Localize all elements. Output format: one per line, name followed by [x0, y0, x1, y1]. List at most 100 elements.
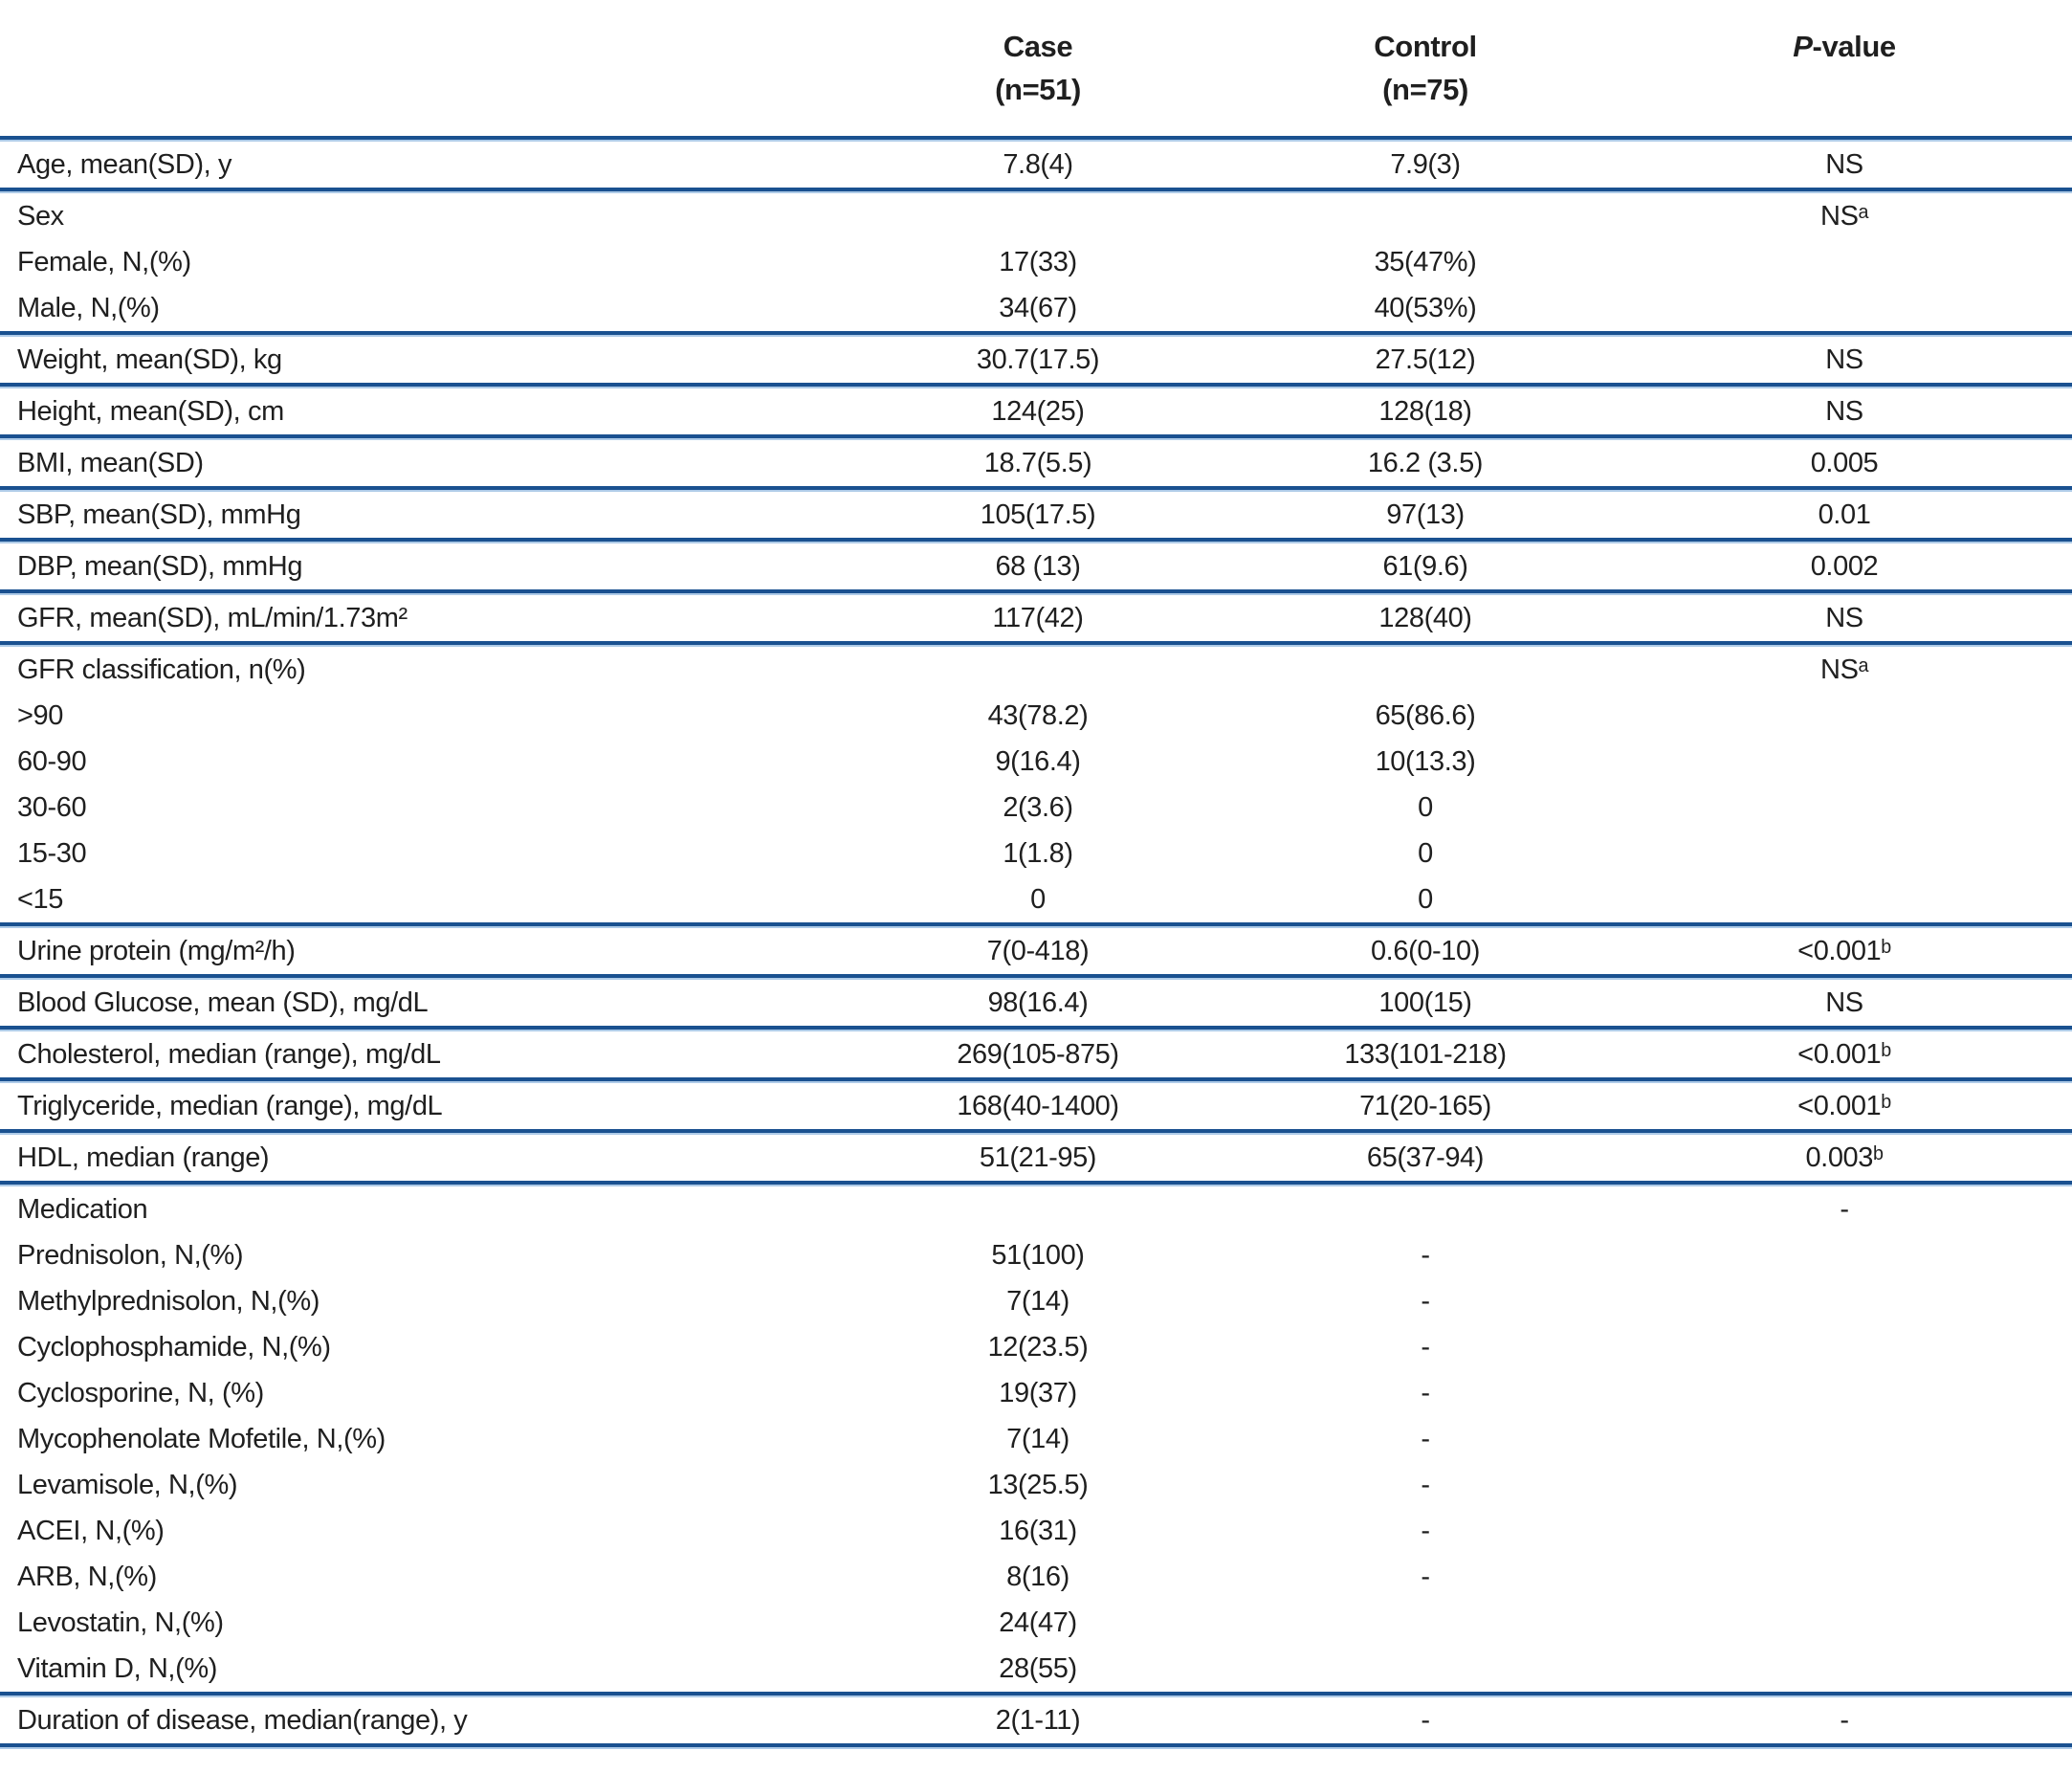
table-row: Sex NSᵃ	[0, 193, 2072, 239]
case-value: 7(14)	[1006, 1424, 1069, 1454]
case-value: 43(78.2)	[987, 700, 1089, 731]
control-value: -	[1421, 1286, 1430, 1317]
table-row: Triglyceride, median (range), mg/dL 168(…	[0, 1083, 2072, 1129]
header-rule	[0, 136, 2072, 142]
table-row: Weight, mean(SD), kg 30.7(17.5) 27.5(12)…	[0, 337, 2072, 383]
table-row: SBP, mean(SD), mmHg 105(17.5) 97(13) 0.0…	[0, 492, 2072, 538]
control-value: -	[1421, 1705, 1430, 1736]
table-row: BMI, mean(SD) 18.7(5.5) 16.2 (3.5) 0.005	[0, 440, 2072, 486]
control-column-title: Control	[1374, 30, 1477, 63]
section-rule	[0, 538, 2072, 543]
row-label: ARB, N,(%)	[17, 1562, 157, 1592]
control-value: 61(9.6)	[1382, 551, 1468, 582]
table-row: 15-30 1(1.8) 0	[0, 831, 2072, 876]
table-row: GFR classification, n(%) NSᵃ	[0, 647, 2072, 693]
case-value: 98(16.4)	[987, 987, 1089, 1018]
p-value: NS	[1825, 987, 1863, 1018]
control-value: -	[1421, 1332, 1430, 1363]
p-value: 0.01	[1818, 499, 1871, 530]
table-row: Mycophenolate Mofetile, N,(%) 7(14) -	[0, 1416, 2072, 1462]
table-row: GFR, mean(SD), mL/min/1.73m² 117(42) 128…	[0, 595, 2072, 641]
section-rule	[0, 641, 2072, 647]
section-rule	[0, 383, 2072, 388]
case-value: 17(33)	[999, 247, 1077, 277]
p-value: 0.002	[1810, 551, 1879, 582]
case-value: 1(1.8)	[1003, 838, 1073, 869]
row-label: Sex	[17, 201, 64, 232]
control-value: -	[1421, 1470, 1430, 1500]
p-value: NSᵃ	[1820, 654, 1868, 685]
row-label: Levamisole, N,(%)	[17, 1470, 238, 1500]
case-value: 24(47)	[999, 1607, 1077, 1638]
section-rule	[0, 1181, 2072, 1186]
row-label: Cyclosporine, N, (%)	[17, 1378, 264, 1408]
table-row: Prednisolon, N,(%) 51(100) -	[0, 1232, 2072, 1278]
row-label: Triglyceride, median (range), mg/dL	[17, 1091, 443, 1121]
table-row: ACEI, N,(%) 16(31) -	[0, 1508, 2072, 1554]
case-value: 8(16)	[1006, 1562, 1069, 1592]
case-value: 68 (13)	[995, 551, 1081, 582]
table-row: >90 43(78.2) 65(86.6)	[0, 693, 2072, 739]
case-value: 51(21-95)	[979, 1142, 1097, 1173]
control-value: 27.5(12)	[1375, 344, 1476, 375]
p-value: 0.005	[1810, 448, 1879, 478]
control-value: 10(13.3)	[1375, 746, 1476, 777]
p-value: <0.001ᵇ	[1797, 1039, 1891, 1070]
table-row: Male, N,(%) 34(67) 40(53%)	[0, 285, 2072, 331]
row-label: Mycophenolate Mofetile, N,(%)	[17, 1424, 386, 1454]
table-row: Female, N,(%) 17(33) 35(47%)	[0, 239, 2072, 285]
section-rule	[0, 1743, 2072, 1749]
section-rule	[0, 331, 2072, 337]
case-value: 28(55)	[999, 1653, 1077, 1684]
table-row: <15 0 0	[0, 876, 2072, 922]
control-value: 0	[1418, 884, 1433, 915]
table-row: Cyclophosphamide, N,(%) 12(23.5) -	[0, 1324, 2072, 1370]
control-value: -	[1421, 1240, 1430, 1271]
case-value: 2(3.6)	[1003, 792, 1073, 823]
case-value: 13(25.5)	[987, 1470, 1089, 1500]
row-label: DBP, mean(SD), mmHg	[17, 551, 303, 582]
case-value: 19(37)	[999, 1378, 1077, 1408]
row-label: Male, N,(%)	[17, 293, 160, 323]
case-value: 269(105-875)	[957, 1039, 1119, 1070]
table-row: Medication -	[0, 1186, 2072, 1232]
p-value: <0.001ᵇ	[1797, 936, 1891, 966]
control-value: 0	[1418, 838, 1433, 869]
case-value: 2(1-11)	[995, 1705, 1081, 1736]
control-value: 40(53%)	[1374, 293, 1477, 323]
table-row: DBP, mean(SD), mmHg 68 (13) 61(9.6) 0.00…	[0, 543, 2072, 589]
case-value: 34(67)	[999, 293, 1077, 323]
row-label: Height, mean(SD), cm	[17, 396, 284, 427]
row-label: Vitamin D, N,(%)	[17, 1653, 217, 1684]
row-label: Weight, mean(SD), kg	[17, 344, 282, 375]
case-value: 105(17.5)	[980, 499, 1096, 530]
row-label: GFR, mean(SD), mL/min/1.73m²	[17, 603, 408, 633]
section-rule	[0, 922, 2072, 928]
control-value: 0	[1418, 792, 1433, 823]
row-label: Medication	[17, 1194, 148, 1225]
case-value: 9(16.4)	[995, 746, 1081, 777]
section-rule	[0, 434, 2072, 440]
table-row: Height, mean(SD), cm 124(25) 128(18) NS	[0, 388, 2072, 434]
row-label: Age, mean(SD), y	[17, 149, 232, 180]
p-value: NS	[1825, 396, 1863, 427]
section-rule	[0, 1077, 2072, 1083]
section-rule	[0, 1692, 2072, 1697]
control-column-subtitle: (n=75)	[1382, 73, 1468, 106]
p-value: <0.001ᵇ	[1797, 1091, 1891, 1121]
header-pvalue-cell: P-value	[1617, 25, 2072, 68]
control-value: -	[1421, 1562, 1430, 1592]
table-row: 30-60 2(3.6) 0	[0, 785, 2072, 831]
table-row: ARB, N,(%) 8(16) -	[0, 1554, 2072, 1600]
control-value: 128(18)	[1378, 396, 1472, 427]
table-row: Levostatin, N,(%) 24(47)	[0, 1600, 2072, 1646]
row-label: SBP, mean(SD), mmHg	[17, 499, 301, 530]
control-value: 133(101-218)	[1344, 1039, 1507, 1070]
table-body: Age, mean(SD), y 7.8(4) 7.9(3) NS Sex NS…	[0, 142, 2072, 1749]
row-label: Cholesterol, median (range), mg/dL	[17, 1039, 441, 1070]
case-value: 18.7(5.5)	[983, 448, 1092, 478]
row-label: 30-60	[17, 792, 87, 823]
table-row: Cholesterol, median (range), mg/dL 269(1…	[0, 1031, 2072, 1077]
table-row: Methylprednisolon, N,(%) 7(14) -	[0, 1278, 2072, 1324]
